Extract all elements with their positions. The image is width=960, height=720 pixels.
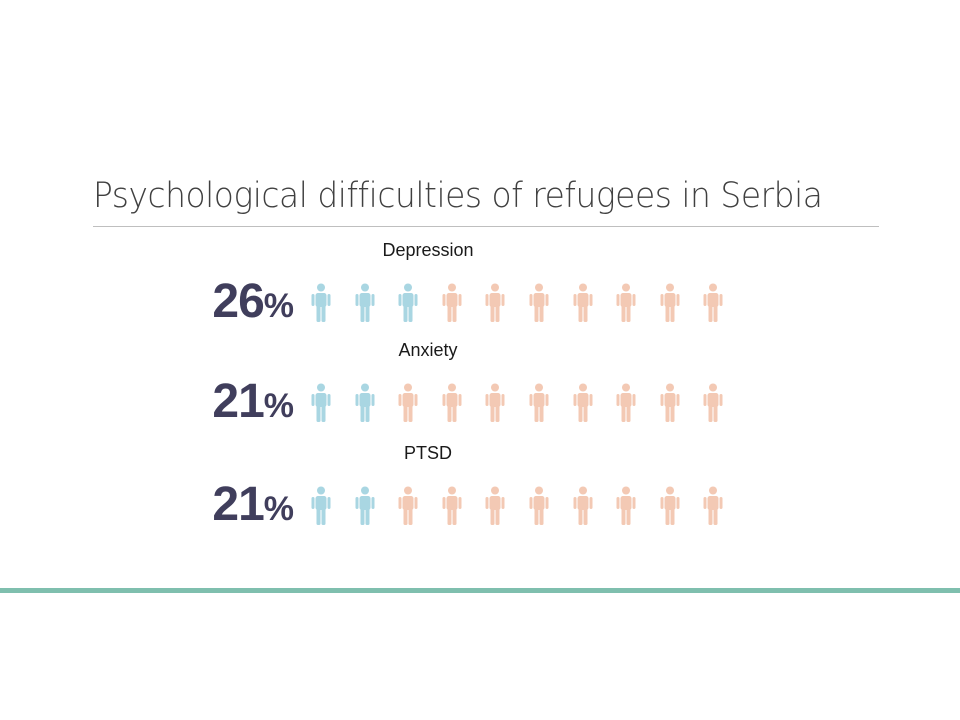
person-icon	[615, 383, 637, 423]
person-icon	[572, 383, 594, 423]
pictograph-row: PTSD 21%	[0, 443, 960, 531]
person-icon	[397, 486, 419, 526]
percent-number: 21	[212, 375, 264, 428]
person-icon	[702, 283, 724, 323]
person-icon	[397, 283, 419, 323]
percent-value: 21%	[190, 477, 294, 532]
person-icon-group	[310, 486, 740, 530]
person-icon-group	[310, 383, 740, 427]
percent-number: 26	[212, 275, 264, 328]
pictograph-row: Depression 26%	[0, 240, 960, 328]
person-icon	[354, 283, 376, 323]
slide-title: Psychological difficulties of refugees i…	[93, 176, 823, 216]
person-icon	[354, 486, 376, 526]
person-icon	[615, 486, 637, 526]
percent-sign: %	[263, 287, 294, 325]
person-icon	[310, 283, 332, 323]
series-label: Anxiety	[398, 340, 458, 360]
person-icon	[528, 383, 550, 423]
person-icon	[572, 486, 594, 526]
person-icon	[659, 283, 681, 323]
series-label: Depression	[382, 240, 474, 260]
person-icon-group	[310, 283, 740, 327]
percent-value: 26%	[190, 274, 294, 329]
percent-number: 21	[212, 478, 264, 531]
person-icon	[310, 486, 332, 526]
person-icon	[528, 486, 550, 526]
title-divider	[93, 226, 879, 227]
person-icon	[615, 283, 637, 323]
person-icon	[702, 486, 724, 526]
pictograph-row: Anxiety 21%	[0, 340, 960, 428]
person-icon	[484, 283, 506, 323]
person-icon	[441, 383, 463, 423]
person-icon	[572, 283, 594, 323]
percent-sign: %	[263, 387, 294, 425]
bottom-accent-line	[0, 588, 960, 593]
person-icon	[441, 283, 463, 323]
percent-sign: %	[263, 490, 294, 528]
person-icon	[441, 486, 463, 526]
person-icon	[659, 383, 681, 423]
person-icon	[484, 486, 506, 526]
person-icon	[397, 383, 419, 423]
person-icon	[484, 383, 506, 423]
percent-value: 21%	[190, 374, 294, 429]
series-label: PTSD	[403, 443, 452, 463]
person-icon	[659, 486, 681, 526]
person-icon	[528, 283, 550, 323]
person-icon	[354, 383, 376, 423]
person-icon	[702, 383, 724, 423]
person-icon	[310, 383, 332, 423]
